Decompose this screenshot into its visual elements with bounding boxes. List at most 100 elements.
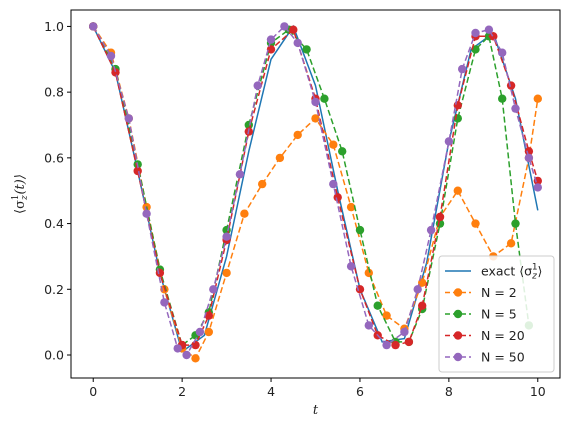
legend-marker: [453, 288, 463, 297]
data-point: [498, 94, 507, 103]
legend-entry: N = 50: [445, 350, 525, 365]
x-tick-label: 10: [530, 384, 546, 399]
y-tick-label: 1.0: [44, 19, 64, 34]
data-point: [293, 38, 302, 48]
legend-marker: [453, 352, 463, 362]
plot-frame: [70, 9, 561, 379]
data-point: [191, 340, 200, 350]
series-4: [89, 22, 542, 360]
data-point: [506, 81, 516, 90]
data-point: [400, 327, 409, 337]
x-tick-label: 8: [445, 384, 453, 399]
data-point: [320, 94, 329, 103]
y-tick-label: 0.8: [44, 85, 64, 100]
data-point: [453, 114, 462, 123]
data-point: [142, 209, 151, 218]
data-point: [484, 25, 494, 34]
y-axis-label: ⟨σz1(t)⟩: [11, 174, 30, 214]
legend-box: [438, 255, 555, 373]
data-point: [204, 311, 213, 320]
data-point: [506, 239, 516, 248]
data-point: [346, 262, 356, 271]
data-point: [222, 232, 231, 241]
legend-entries: exact ⟨σz1⟩ N = 2 N = 5 N = 20 N = 50: [445, 263, 542, 365]
x-axis-label: t: [313, 403, 319, 418]
data-point: [471, 28, 480, 38]
data-point: [444, 137, 454, 146]
data-point: [235, 170, 245, 179]
data-point: [209, 285, 218, 294]
data-point: [195, 327, 205, 337]
legend-label: N = 2: [481, 285, 517, 300]
data-point: [453, 186, 462, 195]
data-point: [311, 114, 320, 123]
data-point: [173, 344, 182, 353]
data-point: [266, 45, 276, 54]
legend-label: N = 50: [481, 350, 525, 365]
data-point: [524, 147, 534, 156]
data-point: [160, 298, 169, 307]
data-point: [391, 340, 400, 350]
data-point: [253, 81, 262, 90]
x-tick-label: 4: [267, 384, 275, 399]
data-point: [511, 219, 520, 228]
legend-entry: N = 20: [445, 328, 525, 343]
data-point: [382, 311, 391, 320]
y-axis-label-sub: z: [20, 195, 30, 201]
y-tick-label: 0.4: [44, 216, 64, 231]
data-point: [111, 68, 120, 77]
data-point: [289, 25, 298, 34]
data-point: [364, 321, 373, 330]
data-point: [413, 285, 422, 294]
data-point: [293, 130, 302, 140]
series-layer: [89, 22, 542, 363]
data-point: [222, 268, 231, 278]
x-tick-label: 0: [89, 384, 97, 399]
data-point: [333, 193, 342, 202]
legend-label: exact ⟨σz1⟩: [481, 263, 542, 282]
data-point: [346, 202, 356, 212]
data-point: [133, 166, 142, 176]
legend-label: N = 5: [481, 307, 517, 322]
data-point: [533, 183, 542, 192]
data-point: [266, 35, 276, 44]
y-axis: 0.0 0.2 0.4 0.6 0.8 1.0: [44, 19, 71, 363]
data-point: [498, 48, 507, 57]
data-point: [524, 153, 534, 163]
y-axis-label-tail: (t)⟩: [13, 174, 28, 194]
data-point: [533, 94, 542, 103]
data-point: [311, 97, 320, 107]
legend-marker: [453, 309, 463, 319]
data-point: [155, 268, 165, 278]
x-tick-label: 6: [356, 384, 364, 399]
data-point: [240, 209, 249, 218]
y-axis-label-sup: 1: [11, 195, 21, 201]
data-point: [373, 301, 382, 310]
legend-entry: N = 2: [445, 285, 517, 300]
data-point: [204, 327, 213, 337]
data-point: [89, 22, 98, 31]
data-point: [329, 179, 338, 189]
legend-entry: exact ⟨σz1⟩: [445, 263, 542, 282]
x-axis: 0 2 4 6 8 10: [89, 378, 546, 399]
y-tick-label: 0.0: [44, 348, 64, 363]
legend-marker: [453, 331, 463, 340]
y-tick-label: 0.6: [44, 150, 64, 165]
data-point: [471, 219, 480, 228]
data-point: [275, 153, 285, 163]
data-point: [404, 337, 414, 347]
data-point: [106, 51, 116, 61]
x-tick-label: 2: [178, 384, 186, 399]
data-point: [302, 45, 311, 54]
legend: exact ⟨σz1⟩ N = 2 N = 5 N = 20 N = 50: [438, 255, 555, 373]
data-point: [191, 354, 200, 363]
y-axis-label-main: ⟨σ: [13, 200, 28, 214]
data-point: [280, 22, 289, 31]
legend-label: N = 20: [481, 328, 525, 343]
y-tick-label: 0.2: [44, 282, 64, 297]
data-point: [426, 225, 436, 235]
data-point: [418, 301, 427, 310]
legend-entry: N = 5: [445, 307, 517, 322]
data-point: [182, 350, 191, 360]
